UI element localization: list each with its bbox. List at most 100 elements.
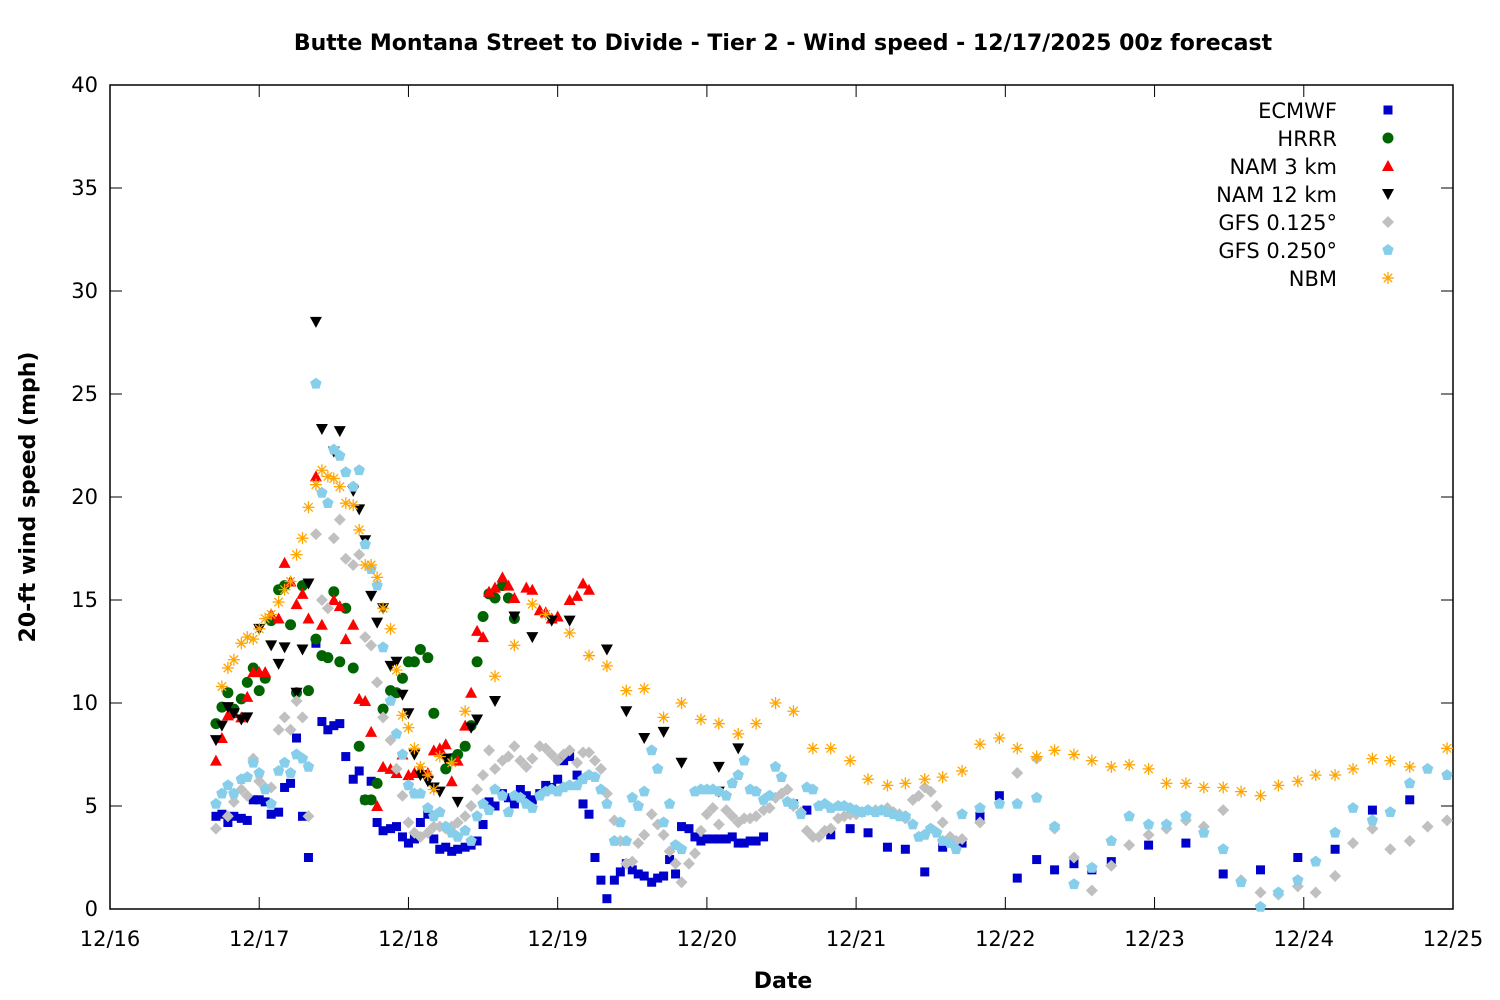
data-point-gfs-0-250 (1421, 762, 1434, 774)
chart-title: Butte Montana Street to Divide - Tier 2 … (294, 31, 1273, 56)
series-gfs-0-125 (209, 513, 1454, 901)
data-point-nbm (657, 711, 670, 724)
data-point-gfs-0-125 (309, 528, 322, 541)
data-point-gfs-0-125 (669, 857, 682, 870)
data-point-gfs-0-125 (1254, 886, 1267, 899)
data-point-ecmwf (920, 867, 930, 877)
data-point-ecmwf (435, 844, 445, 854)
data-point-nbm (936, 771, 949, 784)
data-point-gfs-0-125 (800, 824, 813, 837)
data-point-nbm (694, 713, 707, 726)
data-point-ecmwf (1293, 853, 1303, 862)
data-point-nam-12-km (657, 726, 670, 738)
data-point-nam-3-km (309, 470, 322, 482)
data-point-gfs-0-125 (700, 808, 713, 821)
data-point-ecmwf (354, 766, 364, 776)
data-point-gfs-0-125 (973, 816, 986, 829)
data-point-nam-3-km (290, 598, 303, 610)
data-point-gfs-0-250 (414, 787, 427, 799)
data-point-gfs-0-250 (259, 783, 271, 795)
data-point-gfs-0-125 (588, 754, 601, 767)
data-point-nbm (1272, 779, 1285, 792)
data-point-ecmwf (677, 822, 687, 832)
data-point-gfs-0-250 (614, 816, 626, 828)
data-point-hrrr (353, 740, 365, 752)
data-point-gfs-0-125 (1085, 884, 1098, 897)
data-point-nam-3-km (347, 618, 360, 630)
data-point-gfs-0-125 (502, 750, 515, 763)
data-point-nbm (732, 727, 745, 740)
data-point-gfs-0-125 (824, 822, 837, 835)
data-point-nam-12-km (241, 712, 254, 724)
data-point-gfs-0-250 (738, 754, 750, 766)
data-point-nbm (1309, 769, 1322, 782)
data-point-ecmwf (441, 842, 451, 852)
data-point-gfs-0-125 (315, 594, 328, 606)
data-point-gfs-0-125 (645, 808, 658, 821)
data-point-gfs-0-250 (950, 843, 962, 855)
data-point-nam-12-km (675, 757, 688, 769)
y-tick-label: 0 (85, 897, 98, 921)
data-point-ecmwf (303, 853, 313, 862)
data-point-nbm (1403, 760, 1416, 773)
data-point-gfs-0-125 (936, 816, 949, 829)
data-point-nam-12-km (526, 632, 539, 644)
data-point-nbm (247, 633, 260, 646)
legend-marker-nam-12-km (1382, 189, 1394, 200)
data-point-gfs-0-125 (583, 746, 596, 759)
data-point-gfs-0-250 (1254, 900, 1267, 912)
data-point-gfs-0-250 (1198, 826, 1210, 838)
data-point-gfs-0-250 (974, 802, 986, 813)
data-point-ecmwf (733, 838, 743, 848)
data-point-gfs-0-250 (1086, 861, 1098, 873)
data-point-nbm (433, 750, 446, 763)
data-point-nam-3-km (571, 589, 584, 601)
data-point-ecmwf (572, 770, 582, 780)
data-point-nam-12-km (215, 720, 228, 732)
data-point-ecmwf (739, 838, 749, 848)
x-tick-label: 12/21 (826, 927, 887, 951)
data-point-gfs-0-125 (720, 804, 733, 817)
data-point-gfs-0-250 (1272, 886, 1285, 898)
data-point-gfs-0-125 (526, 752, 539, 765)
data-point-gfs-0-125 (912, 789, 925, 802)
data-point-gfs-0-250 (322, 497, 334, 508)
data-point-ecmwf (684, 824, 694, 834)
data-point-gfs-0-125 (284, 723, 297, 736)
data-point-nbm (227, 653, 240, 666)
data-point-nam-3-km (502, 579, 515, 591)
data-point-ecmwf (415, 817, 425, 827)
data-point-nam-3-km (259, 666, 272, 678)
data-point-gfs-0-250 (377, 641, 389, 653)
data-point-gfs-0-250 (465, 835, 477, 846)
data-point-gfs-0-250 (632, 800, 644, 811)
data-point-gfs-0-250 (1105, 835, 1117, 846)
data-point-nam-12-km (390, 656, 403, 668)
x-tick-label: 12/24 (1274, 927, 1335, 951)
data-point-nbm (290, 548, 303, 561)
data-point-nbm (427, 783, 440, 796)
data-point-gfs-0-250 (608, 835, 621, 846)
data-point-ecmwf (429, 834, 439, 844)
data-point-ecmwf (1181, 838, 1191, 848)
legend-label: NAM 3 km (1229, 155, 1337, 179)
data-point-gfs-0-125 (353, 548, 366, 561)
legend: ECMWF HRRR NAM 3 km NAM 12 km GFS 0.125° GFS … (1216, 99, 1394, 291)
data-point-gfs-0-250 (334, 449, 346, 461)
data-point-gfs-0-125 (488, 762, 501, 775)
data-point-gfs-0-250 (502, 806, 515, 817)
data-point-gfs-0-125 (371, 676, 384, 689)
data-point-gfs-0-125 (1403, 835, 1416, 848)
data-point-gfs-0-250 (720, 789, 732, 801)
data-point-nbm (1384, 754, 1397, 767)
data-point-hrrr (396, 672, 408, 684)
series-nbm (215, 464, 1454, 802)
legend-item-gfs-0-250: GFS 0.250° (1218, 239, 1394, 263)
data-point-nbm (787, 705, 800, 718)
data-point-ecmwf (802, 805, 812, 815)
data-point-gfs-0-125 (551, 754, 564, 767)
data-point-gfs-0-125 (241, 789, 254, 802)
data-point-hrrr (328, 586, 340, 598)
data-point-ecmwf (1367, 805, 1377, 815)
